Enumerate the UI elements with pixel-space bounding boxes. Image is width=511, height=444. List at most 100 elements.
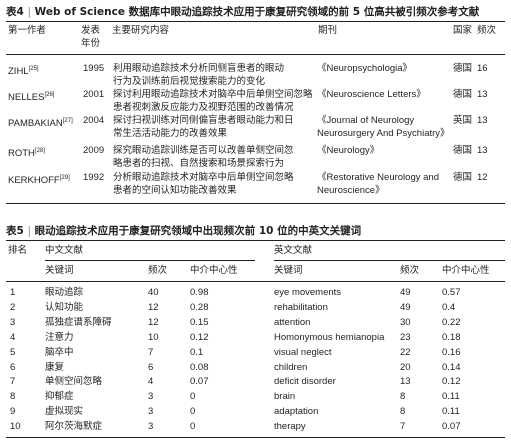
t5-rank: 3: [10, 316, 16, 328]
t5-cn-centrality: 0.28: [190, 301, 209, 313]
t5-en-centrality: 0.12: [442, 376, 461, 388]
t4-row-content-line2: 行为及训练前后视觉搜索能力的变化: [113, 76, 266, 87]
t4-header-content: 主要研究内容: [112, 25, 170, 36]
t4-row-journal-line1: 《Neuropsychologia》: [317, 63, 413, 74]
t4-row-author: ZIHL[25]: [8, 63, 39, 78]
t5-en-freq: 23: [400, 331, 411, 343]
t5-header-cn-group: 中文文献: [45, 245, 84, 256]
t4-row-country: 德国: [453, 63, 473, 74]
t4-row-year: 1995: [83, 63, 105, 74]
t5-en-keyword: attention: [274, 316, 311, 328]
table4-caption: 表4 | Web of Science 数据库中眼动追踪技术应用于康复研究领域的…: [6, 4, 479, 19]
table4-separator: |: [27, 6, 32, 18]
t5-en-centrality: 0.16: [442, 346, 461, 358]
t4-header-freq: 频次: [477, 25, 497, 36]
t5-rank: 1: [10, 287, 16, 298]
author-name: ZIHL: [8, 66, 29, 77]
t5-en-centrality: 0.11: [442, 406, 460, 418]
t5-cn-keyword: 认知功能: [45, 301, 84, 313]
t5-en-centrality: 0.07: [442, 421, 461, 433]
t5-rank: 9: [10, 406, 16, 418]
t5-en-freq: 49: [400, 301, 411, 313]
t5-en-centrality: 0.57: [442, 287, 461, 298]
reference-marker: [27]: [62, 118, 73, 124]
t5-cn-freq: 12: [148, 316, 159, 328]
t5-header-centrality: 中介中心性: [190, 265, 238, 276]
table5-label: 表5: [6, 225, 24, 237]
t4-row-freq: 16: [477, 63, 488, 74]
t5-cn-freq: 7: [148, 346, 154, 358]
t5-en-freq: 8: [400, 391, 406, 403]
t5-en-keyword: therapy: [274, 421, 306, 433]
t5-en-keyword: visual neglect: [274, 346, 332, 358]
t5-cn-freq: 10: [148, 331, 159, 343]
table4-bottom-rule: [6, 203, 505, 204]
t5-en-centrality: 0.4: [442, 301, 456, 313]
table4-label: 表4: [6, 6, 24, 18]
t5-en-freq: 22: [400, 346, 411, 358]
t4-row-country: 德国: [453, 145, 473, 156]
t4-row-journal-line1: 《Neurology》: [317, 145, 380, 156]
t4-row-content-line2: 患者的空间认知功能改善效果: [113, 185, 237, 196]
t4-row-country: 德国: [453, 89, 473, 100]
reference-marker: [26]: [44, 92, 55, 98]
t5-cn-keyword: 抑郁症: [45, 391, 74, 403]
t4-row-content-line2: 常生活活动能力的改善效果: [113, 128, 228, 139]
t5-rank: 2: [10, 301, 16, 313]
table4-header-rule: [6, 54, 505, 55]
table5-header-rule: [6, 281, 505, 282]
t5-en-freq: 13: [400, 376, 411, 388]
t4-row-author: KERKHOFF[29]: [8, 172, 70, 187]
t5-en-freq: 30: [400, 316, 411, 328]
reference-marker: [25]: [28, 66, 39, 72]
t5-cn-freq: 4: [148, 376, 154, 388]
t4-row-content-line1: 利用眼动追踪技术分析同侧盲患者的眼动: [113, 63, 285, 74]
t4-row-freq: 13: [477, 145, 488, 156]
t5-cn-keyword: 脑卒中: [45, 346, 74, 358]
t5-en-group-rule: [274, 260, 505, 261]
t4-row-content-line2: 略患者的扫视、自然搜索和场景探索行为: [113, 158, 285, 169]
t5-cn-freq: 3: [148, 421, 154, 433]
t4-row-country: 德国: [453, 172, 473, 183]
t5-header-en-centrality: 中介中心性: [442, 265, 490, 276]
t5-en-centrality: 0.22: [442, 316, 461, 328]
table5-separator: |: [27, 225, 32, 237]
t5-en-keyword: Homonymous hemianopia: [274, 331, 385, 343]
t5-cn-keyword: 注意力: [45, 331, 74, 343]
t4-row-journal-line1: 《Restorative Neurology and: [317, 172, 439, 183]
t5-cn-centrality: 0.08: [190, 361, 209, 373]
t5-cn-keyword: 虚拟现实: [45, 406, 84, 418]
t5-cn-freq: 6: [148, 361, 154, 373]
t5-cn-centrality: 0: [190, 406, 196, 418]
t5-cn-centrality: 0.12: [190, 331, 209, 343]
table5-caption: 表5 | 眼动追踪技术应用于康复研究领域中出现频次前 10 位的中英文关键词: [6, 223, 361, 238]
t5-en-keyword: adaptation: [274, 406, 319, 418]
t5-en-keyword: children: [274, 361, 308, 373]
t5-cn-freq: 3: [148, 406, 154, 418]
t5-en-keyword: brain: [274, 391, 296, 403]
t5-cn-centrality: 0: [190, 391, 196, 403]
t4-row-content-line1: 探讨扫视训练对同侧偏盲患者眼动能力和日: [113, 115, 294, 126]
t5-header-keyword: 关键词: [45, 265, 74, 276]
t4-row-year: 2004: [83, 115, 105, 126]
t5-en-centrality: 0.11: [442, 391, 460, 403]
t4-row-year: 1992: [83, 172, 105, 183]
t5-cn-freq: 12: [148, 301, 159, 313]
t4-header-journal: 期刊: [318, 25, 338, 36]
t5-cn-keyword: 康复: [45, 361, 65, 373]
t4-row-content-line1: 探讨利用眼动追踪技术对脑卒中后单侧空间忽略: [113, 89, 313, 100]
t5-cn-keyword: 阿尔茨海默症: [45, 421, 103, 433]
t4-row-journal-line2: Neuroscience》: [317, 185, 385, 196]
t4-row-freq: 12: [477, 172, 488, 183]
reference-marker: [29]: [59, 175, 70, 181]
t4-header-country: 国家: [453, 25, 473, 36]
t5-header-en-freq: 频次: [400, 265, 420, 276]
t5-en-freq: 20: [400, 361, 411, 373]
t5-header-en-group: 英文文献: [274, 245, 313, 256]
table5-bottom-rule: [6, 437, 505, 438]
t5-cn-group-rule: [45, 260, 255, 261]
t5-cn-keyword: 眼动追踪: [45, 287, 84, 298]
author-name: KERKHOFF: [8, 175, 60, 186]
t4-row-content-line1: 探究眼动追踪训练是否可以改善单侧空间忽: [113, 145, 294, 156]
t5-rank: 8: [10, 391, 16, 403]
